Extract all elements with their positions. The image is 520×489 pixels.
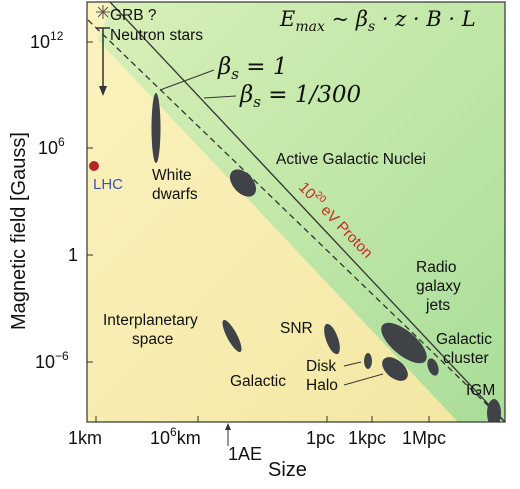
white-dwarfs-blob — [151, 93, 161, 163]
cluster-label-1: Galactic — [436, 331, 492, 348]
formula-label: Emax ~ βs · z · B · L — [279, 7, 476, 35]
lhc-dot — [89, 161, 99, 171]
x-tick-1kpc: 1kpc — [348, 428, 386, 448]
x-tick-1ae-arrowhead — [225, 423, 231, 430]
y-ticks — [87, 41, 93, 363]
snr-blob — [324, 323, 340, 355]
x-tick-1e6km: 106km — [150, 425, 201, 448]
igm-blob — [487, 399, 501, 422]
interplanetary-blob — [222, 319, 242, 353]
y-tick-1e6: 106 — [38, 135, 65, 158]
beta-1-300-pointer — [203, 95, 237, 99]
radio-jets-blob — [381, 322, 427, 364]
y-tick-1: 1 — [68, 245, 78, 265]
interplanetary-label-1: Interplanetary — [103, 312, 198, 329]
radio-label-1: Radio — [416, 259, 457, 276]
halo-pointer — [343, 373, 384, 386]
neutron-stars-arrowhead — [99, 86, 107, 96]
x-axis-title: Size — [268, 459, 307, 481]
y-tick-1e-6: 10−6 — [35, 349, 69, 372]
galactic-label: Galactic — [230, 373, 286, 390]
agn-blob — [229, 169, 257, 197]
radio-label-2: galaxy — [416, 278, 461, 295]
y-tick-1e12: 1012 — [30, 29, 64, 52]
cluster-label-2: cluster — [443, 350, 489, 367]
disk-blob — [364, 353, 372, 369]
x-ticks — [95, 416, 430, 422]
plot-area — [87, 2, 505, 422]
neutron-stars-label: Neutron stars — [110, 27, 203, 44]
x-tick-1mpc: 1Mpc — [402, 428, 446, 448]
x-tick-1ae: 1AE — [228, 444, 262, 464]
radio-label-3: jets — [425, 297, 450, 314]
snr-label: SNR — [280, 320, 313, 337]
beta-1-300-label: βs = 1/300 — [239, 82, 361, 111]
beta-1-label: βs = 1 — [217, 54, 288, 83]
interplanetary-label-2: space — [132, 331, 173, 348]
disk-label: Disk — [306, 358, 336, 375]
beta-1-line — [109, 2, 505, 422]
y-axis-title: Magnetic field [Gauss] — [8, 132, 30, 330]
x-tick-1km: 1km — [68, 428, 102, 448]
agn-label: Active Galactic Nuclei — [276, 151, 426, 168]
halo-blob — [382, 357, 408, 381]
halo-label: Halo — [306, 377, 338, 394]
grb-label: GRB ? — [110, 7, 157, 24]
white-dwarfs-label-1: White — [152, 167, 192, 184]
green-region — [98, 2, 505, 422]
grb-star-icon — [96, 5, 110, 19]
beta-1-pointer — [159, 69, 215, 91]
x-tick-1pc: 1pc — [306, 428, 335, 448]
white-dwarfs-label-2: dwarfs — [152, 186, 198, 203]
disk-pointer — [343, 361, 362, 367]
cluster-blob — [427, 358, 439, 376]
plot-frame — [86, 1, 506, 423]
beta-1-300-line — [87, 19, 505, 422]
lhc-label: LHC — [93, 176, 123, 193]
igm-label: IGM — [466, 382, 495, 399]
